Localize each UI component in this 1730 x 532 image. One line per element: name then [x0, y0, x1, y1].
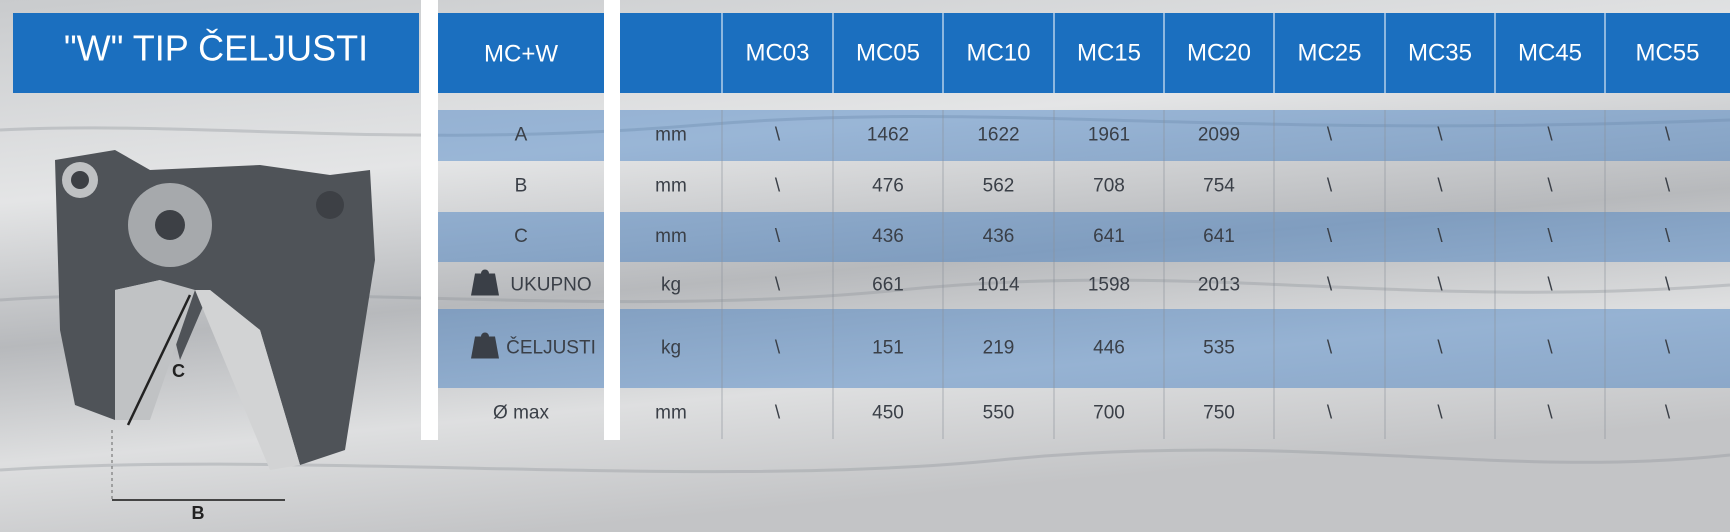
- diagram-label: B: [192, 503, 205, 523]
- cell-value: 550: [983, 403, 1015, 424]
- model-header: MC45: [1518, 39, 1582, 66]
- cell-value: 1014: [977, 275, 1020, 296]
- cell-value: \: [1327, 176, 1333, 197]
- cell-value: 436: [983, 226, 1015, 247]
- row-band: [620, 110, 1730, 161]
- cell-value: 750: [1203, 403, 1235, 424]
- cell-value: 1622: [977, 125, 1019, 146]
- cell-value: \: [1327, 275, 1333, 296]
- row-unit: kg: [661, 338, 681, 359]
- model-header: MC05: [856, 39, 920, 66]
- cell-value: \: [1547, 403, 1553, 424]
- cell-value: \: [1437, 125, 1443, 146]
- cell-value: 700: [1093, 403, 1125, 424]
- cell-value: \: [1547, 338, 1553, 359]
- cell-value: \: [1665, 403, 1671, 424]
- cell-value: \: [1665, 275, 1671, 296]
- cell-value: 562: [983, 176, 1015, 197]
- row-band: [438, 309, 604, 388]
- cell-value: 151: [872, 338, 904, 359]
- row-unit: mm: [655, 226, 687, 247]
- spec-table: MC03 MC05 MC10 MC15 MC20 MC25 MC35 MC45 MC55 A mm \…: [438, 13, 1730, 439]
- cell-value: \: [775, 125, 781, 146]
- model-header: MC55: [1635, 39, 1699, 66]
- cell-value: \: [775, 226, 781, 247]
- cell-value: \: [1437, 338, 1443, 359]
- model-header: MC25: [1297, 39, 1361, 66]
- row-unit: mm: [655, 125, 687, 146]
- cell-value: \: [1547, 275, 1553, 296]
- cell-value: 2013: [1198, 275, 1240, 296]
- cell-value: \: [775, 275, 781, 296]
- cell-value: 446: [1093, 338, 1125, 359]
- model-header: MC10: [966, 39, 1030, 66]
- cell-value: 436: [872, 226, 904, 247]
- row-label: C: [514, 226, 528, 247]
- cell-value: 450: [872, 403, 904, 424]
- cell-value: \: [1665, 338, 1671, 359]
- cell-value: \: [775, 403, 781, 424]
- cell-value: \: [775, 176, 781, 197]
- model-header: MC20: [1187, 39, 1251, 66]
- cell-value: \: [1665, 125, 1671, 146]
- series-box: [438, 13, 604, 93]
- series-label: MC+W: [484, 40, 558, 67]
- cell-value: \: [1437, 275, 1443, 296]
- cell-value: \: [1327, 403, 1333, 424]
- cell-value: \: [1665, 176, 1671, 197]
- cell-value: 219: [983, 338, 1015, 359]
- title-box: [13, 13, 419, 93]
- cell-value: 1462: [867, 125, 909, 146]
- model-header: MC03: [745, 39, 809, 66]
- cell-value: \: [1547, 125, 1553, 146]
- cell-value: \: [1437, 403, 1443, 424]
- cell-value: \: [1665, 226, 1671, 247]
- cell-value: 1961: [1088, 125, 1130, 146]
- cell-value: \: [1437, 176, 1443, 197]
- row-label: B: [515, 176, 528, 197]
- row-label: A: [515, 125, 528, 146]
- cell-value: 661: [872, 275, 904, 296]
- cell-value: 641: [1093, 226, 1125, 247]
- jaw-diagram: C B: [55, 150, 375, 523]
- divider: [421, 0, 438, 440]
- row-unit: mm: [655, 403, 687, 424]
- weight-icon: [471, 269, 499, 296]
- cell-value: \: [775, 338, 781, 359]
- divider: [604, 0, 620, 440]
- cell-value: 476: [872, 176, 904, 197]
- cell-value: \: [1437, 226, 1443, 247]
- row-unit: mm: [655, 176, 687, 197]
- row-band: [620, 212, 1730, 262]
- cell-value: \: [1547, 226, 1553, 247]
- row-label: Ø max: [493, 403, 549, 424]
- row-label: UKUPNO: [510, 275, 591, 296]
- diagram-label: C: [172, 361, 185, 381]
- cell-value: \: [1327, 125, 1333, 146]
- cell-value: 754: [1203, 176, 1235, 197]
- cell-value: 641: [1203, 226, 1235, 247]
- models-box: [620, 13, 1730, 93]
- cell-value: 708: [1093, 176, 1125, 197]
- row-band: [438, 212, 604, 262]
- model-header: MC35: [1408, 39, 1472, 66]
- row-unit: kg: [661, 275, 681, 296]
- model-header: MC15: [1077, 39, 1141, 66]
- weight-icon: [471, 332, 499, 359]
- row-label: ČELJUSTI: [506, 337, 596, 359]
- row-band: [620, 309, 1730, 388]
- cell-value: 535: [1203, 338, 1235, 359]
- cell-value: 1598: [1088, 275, 1130, 296]
- cell-value: \: [1327, 226, 1333, 247]
- cell-value: \: [1547, 176, 1553, 197]
- title: "W" TIP ČELJUSTI: [64, 28, 368, 69]
- cell-value: \: [1327, 338, 1333, 359]
- row-band: [438, 110, 604, 161]
- cell-value: 2099: [1198, 125, 1240, 146]
